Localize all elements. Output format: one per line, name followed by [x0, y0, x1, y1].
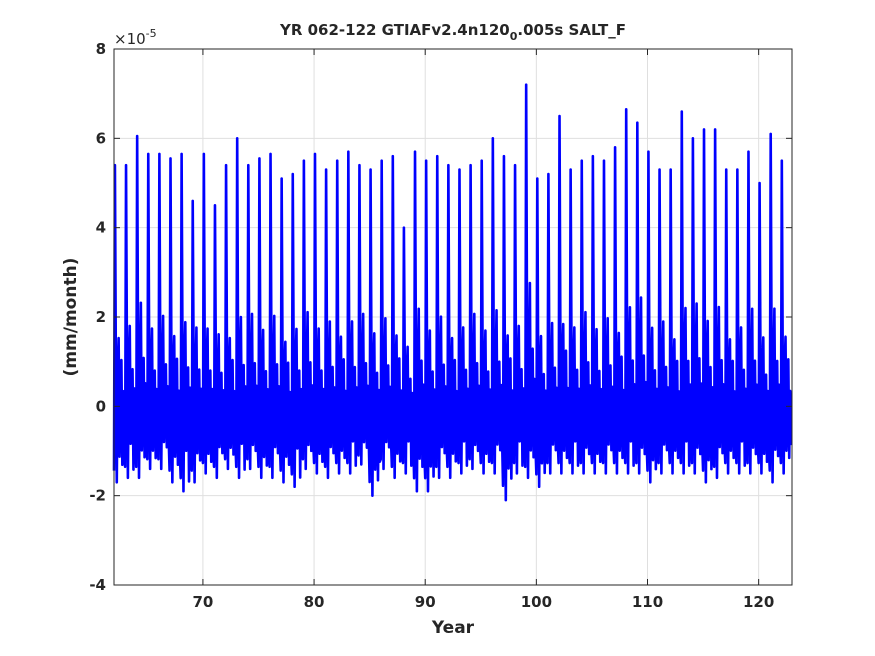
y-exponent-power: -5	[146, 27, 157, 40]
x-tick-label: 120	[743, 593, 774, 611]
x-tick-label: 110	[632, 593, 663, 611]
y-tick-label: 4	[96, 219, 106, 237]
x-tick-label: 80	[304, 593, 325, 611]
y-tick-label: -2	[89, 487, 106, 505]
data-series	[112, 83, 793, 502]
x-tick-label: 90	[415, 593, 436, 611]
y-tick-label: 0	[96, 397, 106, 415]
axis-ticks: 70 80 90 100 110 120 -4 -2 0 2 4 6 8	[89, 40, 792, 611]
title-suffix: .005s SALT_F	[517, 21, 626, 39]
x-axis-label: Year	[431, 618, 475, 638]
y-tick-label: 2	[96, 308, 106, 326]
y-tick-label: 6	[96, 129, 106, 147]
x-tick-label: 70	[192, 593, 213, 611]
chart-title: YR 062-122 GTIAFv2.4n1200.005s SALT_F	[279, 21, 626, 43]
y-tick-label: 8	[96, 40, 106, 58]
y-axis-label: (mm/month)	[61, 258, 81, 377]
x-tick-label: 100	[521, 593, 552, 611]
series-line	[112, 83, 793, 502]
y-tick-label: -4	[89, 576, 106, 594]
y-exponent-label: ×10-5	[114, 27, 157, 48]
title-subscript: 0	[510, 30, 518, 43]
